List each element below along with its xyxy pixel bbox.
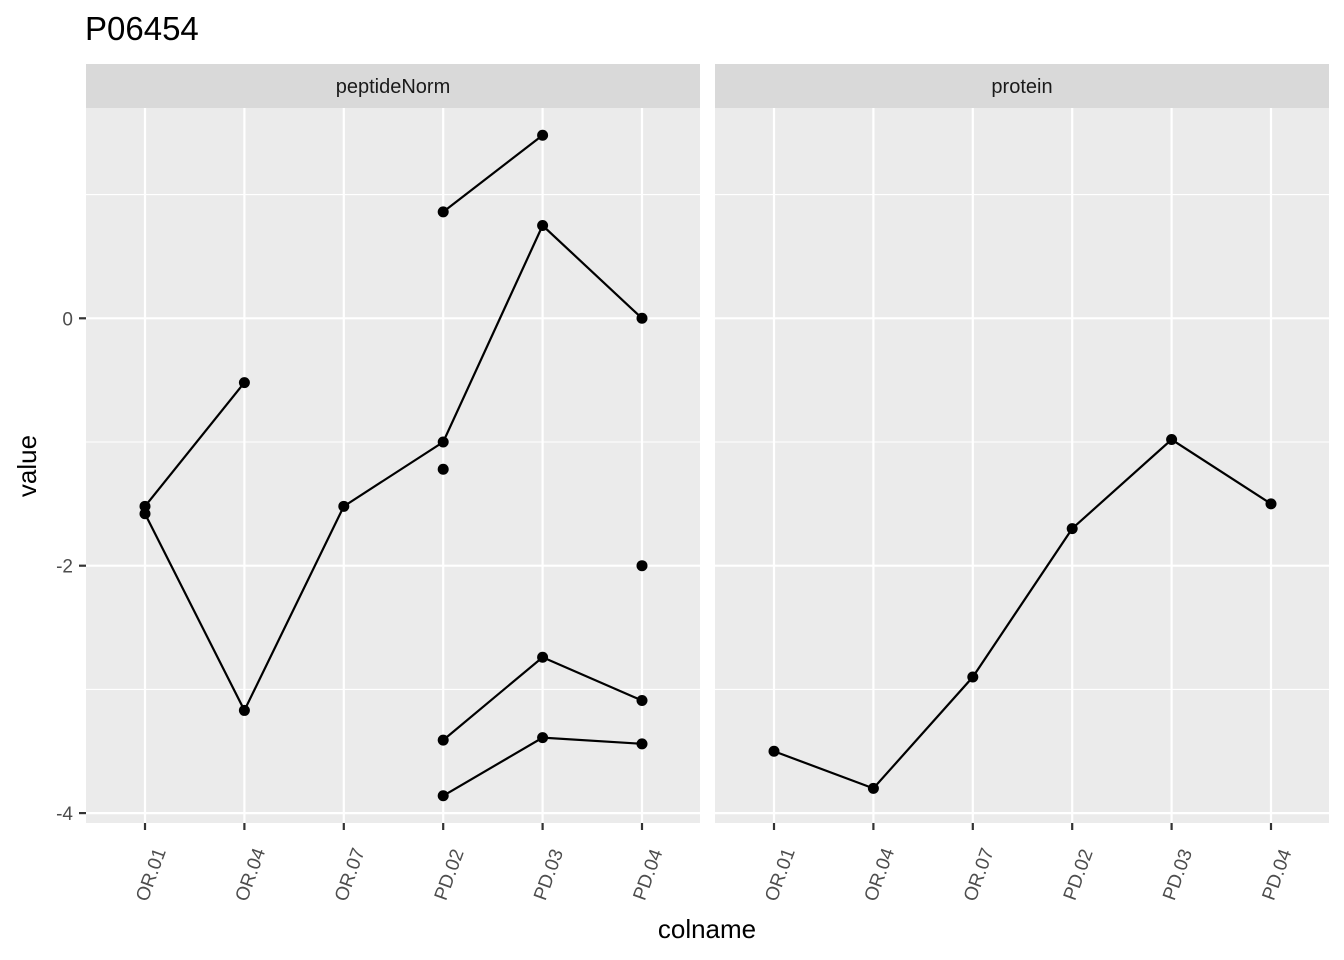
panel-background <box>715 108 1329 823</box>
x-tick-label: OR.01 <box>132 845 171 904</box>
y-axis-title: value <box>12 435 42 497</box>
data-point <box>636 312 648 324</box>
series-line <box>144 381 246 508</box>
series-line <box>442 134 544 213</box>
data-point <box>636 560 648 572</box>
data-point <box>437 206 449 218</box>
data-point <box>537 129 549 141</box>
data-point <box>537 220 549 232</box>
facet-strip <box>715 64 1329 108</box>
data-point <box>437 790 449 802</box>
x-tick-label: OR.01 <box>761 845 800 904</box>
x-tick-label: PD.03 <box>1159 846 1197 903</box>
y-axis: 0 -2 -4 <box>56 309 86 825</box>
x-tick-label: OR.07 <box>960 845 999 904</box>
data-point <box>338 500 350 512</box>
y-tick-label: -4 <box>56 804 73 825</box>
y-tick-label: 0 <box>62 309 73 330</box>
panel-background <box>86 108 700 823</box>
x-tick-label: PD.02 <box>431 846 469 903</box>
data-point <box>437 463 449 475</box>
data-point <box>1265 498 1277 510</box>
data-point <box>1166 434 1178 446</box>
x-axis-title: colname <box>658 914 756 944</box>
data-point <box>139 508 151 520</box>
series-line <box>144 223 643 713</box>
data-point <box>768 745 780 757</box>
data-point <box>437 734 449 746</box>
data-point <box>437 436 449 448</box>
x-tick-label: PD.04 <box>1259 846 1297 903</box>
facet-strip-label: protein <box>991 76 1052 98</box>
data-point <box>636 695 648 707</box>
x-tick-label: PD.04 <box>630 846 668 903</box>
x-tick-label: PD.02 <box>1060 846 1098 903</box>
chart-title: P06454 <box>85 10 199 47</box>
data-point <box>537 651 549 663</box>
panels: peptideNorm OR.01 OR.04 OR.07 PD.02 PD.03 PD.0… <box>86 64 1329 904</box>
x-tick-label: OR.04 <box>861 845 900 904</box>
facet-strip <box>86 64 700 108</box>
x-tick-label: PD.03 <box>530 846 568 903</box>
panel-protein: protein OR.01 OR.04 OR.07 PD.02 PD.03 PD.04 <box>715 64 1329 904</box>
data-point <box>967 671 979 683</box>
panel-peptideNorm: peptideNorm OR.01 OR.04 OR.07 PD.02 PD.03 PD.0… <box>86 64 700 904</box>
data-point <box>867 782 879 794</box>
y-tick-label: -2 <box>56 557 73 578</box>
x-tick-label: OR.04 <box>232 845 271 904</box>
data-point <box>238 704 250 716</box>
facet-strip-label: peptideNorm <box>336 76 451 98</box>
series-line <box>773 438 1272 790</box>
data-point <box>1066 523 1078 535</box>
x-tick-label: OR.07 <box>331 845 370 904</box>
data-point <box>636 738 648 750</box>
data-point <box>238 377 250 389</box>
data-point <box>537 732 549 744</box>
